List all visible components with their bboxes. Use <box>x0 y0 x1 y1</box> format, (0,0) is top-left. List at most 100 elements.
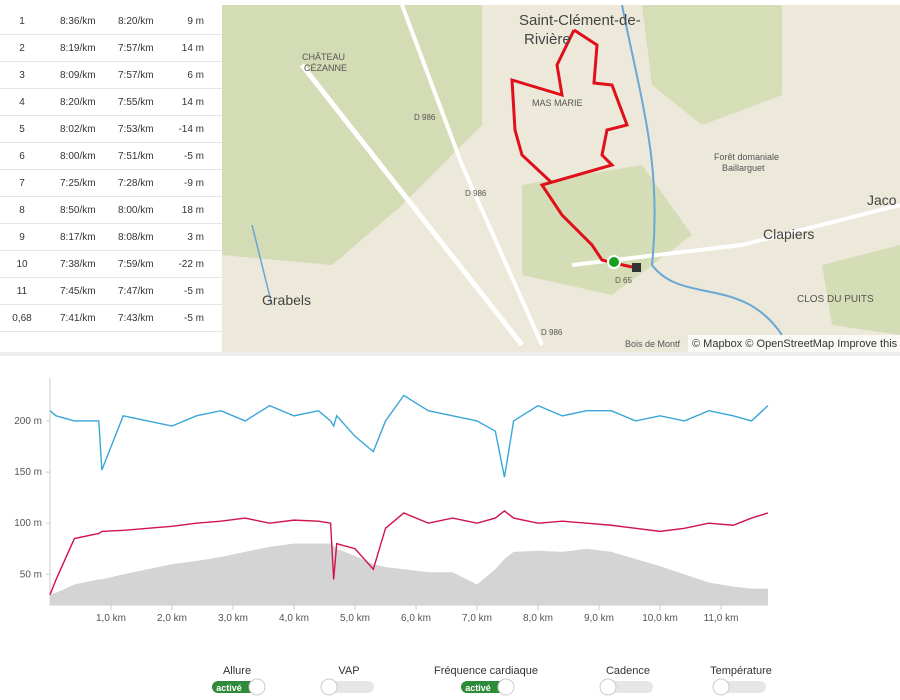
map-label: D 986 <box>414 113 436 122</box>
split-cell: 18 m <box>181 205 204 216</box>
x-tick-label: 3,0 km <box>218 613 248 624</box>
split-cell: 8:17/km <box>60 232 96 243</box>
split-cell: 7:28/km <box>118 178 154 189</box>
split-cell: 7:41/km <box>60 313 96 324</box>
split-cell: 8:09/km <box>60 70 96 81</box>
toggle-knob <box>248 678 266 696</box>
x-tick-label: 9,0 km <box>584 613 614 624</box>
toggle-label: Allure <box>223 665 251 677</box>
split-cell: 3 <box>19 70 25 81</box>
split-cell: 10 <box>16 259 28 270</box>
map-label: D 986 <box>541 328 563 337</box>
split-row: 2 8:19/km 7:57/km 14 m <box>0 35 222 62</box>
toggle-knob <box>497 678 515 696</box>
split-row: 11 7:45/km 7:47/km -5 m <box>0 278 222 305</box>
split-cell: 7:47/km <box>118 286 154 297</box>
split-cell: 0,68 <box>12 313 32 324</box>
map-label: Grabels <box>262 292 311 308</box>
split-cell: 8:20/km <box>60 97 96 108</box>
x-tick-label: 6,0 km <box>401 613 431 624</box>
elevation-area <box>50 543 768 605</box>
toggle-state: activé <box>465 683 491 693</box>
x-tick-label: 10,0 km <box>642 613 678 624</box>
split-cell: -9 m <box>184 178 204 189</box>
split-row: 3 8:09/km 7:57/km 6 m <box>0 62 222 89</box>
split-cell: 8:08/km <box>118 232 154 243</box>
x-tick-label: 11,0 km <box>704 613 739 624</box>
toggle[interactable]: Fréquence cardiaque activé <box>434 665 538 696</box>
map-label: Bois de Montf <box>625 339 681 349</box>
toggle-state: activé <box>216 683 242 693</box>
map-label: Baillarguet <box>722 163 765 173</box>
y-tick-label: 150 m <box>14 467 42 478</box>
toggle[interactable]: Allure activé <box>212 665 266 696</box>
split-cell: -14 m <box>178 124 204 135</box>
split-cell: 8:19/km <box>60 43 96 54</box>
split-row: 1 8:36/km 8:20/km 9 m <box>0 8 222 35</box>
map-attribution[interactable]: © Mapbox © OpenStreetMap Improve this <box>692 338 898 350</box>
map-label: MAS MARIE <box>532 98 583 108</box>
y-tick-label: 50 m <box>20 569 42 580</box>
split-cell: 2 <box>19 43 25 54</box>
split-cell: 7:53/km <box>118 124 154 135</box>
map-label: Rivière <box>524 31 571 48</box>
split-cell: -22 m <box>178 259 204 270</box>
toggle[interactable]: Cadence <box>599 665 653 696</box>
split-cell: 14 m <box>181 97 204 108</box>
split-cell: 6 m <box>187 70 204 81</box>
split-cell: 8 <box>19 205 25 216</box>
split-cell: 5 <box>19 124 25 135</box>
split-cell: 7:57/km <box>118 43 154 54</box>
split-cell: 8:00/km <box>60 151 96 162</box>
split-row: 5 8:02/km 7:53/km -14 m <box>0 116 222 143</box>
split-cell: 7:59/km <box>118 259 154 270</box>
split-cell: -5 m <box>184 151 204 162</box>
x-tick-label: 1,0 km <box>96 613 126 624</box>
toggle-label: Fréquence cardiaque <box>434 665 538 677</box>
split-row: 4 8:20/km 7:55/km 14 m <box>0 89 222 116</box>
toggle-knob <box>599 678 617 696</box>
split-cell: 8:02/km <box>60 124 96 135</box>
toggle-knob <box>320 678 338 696</box>
split-row: 10 7:38/km 7:59/km -22 m <box>0 251 222 278</box>
map-label: Forêt domaniale <box>714 152 779 162</box>
split-cell: 14 m <box>181 43 204 54</box>
map-label: Clapiers <box>763 226 814 242</box>
split-cell: 8:20/km <box>118 16 154 27</box>
toggle-label: VAP <box>338 665 359 677</box>
split-cell: 6 <box>19 151 25 162</box>
split-cell: 7:45/km <box>60 286 96 297</box>
x-tick-label: 8,0 km <box>523 613 553 624</box>
split-cell: 7:55/km <box>118 97 154 108</box>
splits-table: 1 8:36/km 8:20/km 9 m 2 8:19/km 7:57/km 14 m 3 8:… <box>0 8 222 332</box>
split-cell: 9 m <box>187 16 204 27</box>
map-label: Jaco <box>867 192 897 208</box>
map-label: CHÂTEAU <box>302 52 345 62</box>
split-cell: -5 m <box>184 286 204 297</box>
series-line <box>49 510 769 596</box>
split-cell: 7:43/km <box>118 313 154 324</box>
split-cell: 8:36/km <box>60 16 96 27</box>
map-label: D 986 <box>465 189 487 198</box>
split-cell: 8:50/km <box>60 205 96 216</box>
split-cell: 3 m <box>187 232 204 243</box>
split-cell: 7:38/km <box>60 259 96 270</box>
split-row: 8 8:50/km 8:00/km 18 m <box>0 197 222 224</box>
split-cell: 1 <box>19 16 25 27</box>
y-tick-label: 200 m <box>14 416 42 427</box>
y-tick-label: 100 m <box>14 518 42 529</box>
map-label: CLOS DU PUITS <box>797 294 874 305</box>
split-cell: 7 <box>19 178 25 189</box>
attribution-bg <box>688 335 900 352</box>
toggle[interactable]: VAP <box>320 665 374 696</box>
toggle[interactable]: Température <box>710 665 772 696</box>
toggle-label: Cadence <box>606 665 650 677</box>
toggle-label: Température <box>710 665 772 677</box>
split-cell: 4 <box>19 97 25 108</box>
series-line <box>49 394 769 478</box>
split-cell: 7:57/km <box>118 70 154 81</box>
split-row: 7 7:25/km 7:28/km -9 m <box>0 170 222 197</box>
split-row: 0,68 7:41/km 7:43/km -5 m <box>0 305 222 332</box>
